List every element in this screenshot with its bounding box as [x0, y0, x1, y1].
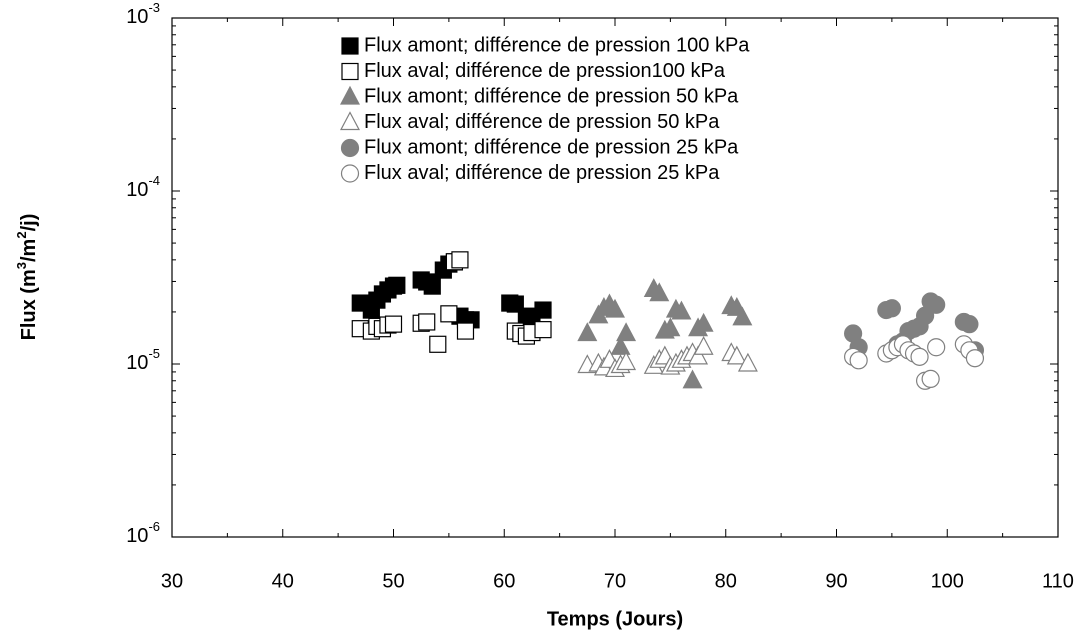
x-tick-label: 30	[161, 570, 183, 592]
marker-circle	[960, 315, 979, 334]
legend-marker	[341, 37, 359, 55]
legend-label: Flux amont; différence de pression 100 k…	[364, 34, 750, 56]
marker-triangle	[693, 335, 714, 355]
y-tick-base: 10	[126, 352, 148, 374]
marker-square	[440, 305, 458, 323]
marker-triangle	[732, 306, 753, 326]
marker-triangle	[660, 317, 681, 337]
x-tick-label: 100	[931, 570, 964, 592]
y-tick-exp: -3	[148, 0, 160, 15]
legend-marker	[341, 62, 359, 81]
marker-triangle	[693, 312, 714, 332]
legend-marker	[340, 85, 360, 105]
marker-triangle	[737, 352, 758, 372]
y-title-part: Flux (m	[18, 269, 40, 340]
y-tick-label: 10-5	[126, 346, 160, 374]
marker-square	[423, 277, 441, 295]
marker-square	[418, 313, 436, 331]
marker-square	[429, 335, 447, 353]
marker-square	[534, 301, 552, 319]
y-tick-label: 10-3	[126, 0, 160, 28]
marker-triangle	[726, 345, 747, 365]
marker-triangle	[671, 300, 692, 320]
marker-triangle	[577, 322, 598, 342]
legend-label: Flux aval; différence de pression 50 kPa	[364, 111, 720, 133]
marker-triangle	[610, 335, 631, 355]
y-title-sup: 2	[14, 231, 29, 238]
marker-triangle	[682, 369, 703, 389]
y-title-part: /m	[18, 239, 40, 262]
y-tick-exp: -4	[148, 173, 160, 188]
legend-marker	[340, 164, 360, 183]
marker-circle	[927, 295, 946, 314]
y-tick-base: 10	[126, 179, 148, 201]
y-tick-exp: -6	[148, 519, 160, 534]
legend-label: Flux amont; différence de pression 50 kP…	[364, 85, 739, 107]
marker-square	[534, 321, 552, 339]
x-tick-label: 80	[715, 570, 737, 592]
marker-circle	[882, 299, 901, 318]
y-tick-base: 10	[126, 525, 148, 547]
marker-triangle	[605, 298, 625, 318]
legend-label: Flux amont; différence de pression 25 kP…	[364, 136, 739, 158]
x-tick-label: 50	[382, 570, 404, 592]
marker-circle	[910, 347, 929, 366]
legend-marker	[340, 111, 360, 131]
x-tick-label: 60	[493, 570, 515, 592]
marker-triangle	[616, 351, 637, 371]
y-title-sup: 3	[14, 262, 29, 269]
legend-label: Flux aval; différence de pression 25 kPa	[364, 162, 720, 184]
x-tick-label: 40	[272, 570, 294, 592]
y-tick-exp: -5	[148, 346, 160, 361]
x-tick-label: 70	[604, 570, 626, 592]
marker-square	[456, 322, 475, 340]
legend-label: Flux aval; différence de pression100 kPa	[364, 60, 726, 82]
x-axis-title: Temps (Jours)	[547, 608, 683, 630]
marker-circle	[921, 369, 940, 389]
legend: Flux amont; différence de pression 100 k…	[340, 34, 750, 184]
legend-marker	[340, 138, 360, 158]
y-tick-label: 10-4	[126, 173, 160, 201]
marker-circle	[927, 338, 946, 357]
y-tick-label: 10-6	[126, 519, 160, 547]
marker-triangle	[616, 322, 637, 342]
y-tick-base: 10	[126, 6, 148, 28]
marker-triangle	[688, 345, 709, 365]
marker-circle	[849, 351, 868, 370]
marker-triangle	[649, 282, 670, 302]
y-axis-title: Flux (m3/m2/j)	[14, 214, 40, 341]
x-tick-label: 110	[1042, 570, 1074, 592]
marker-circle	[965, 349, 985, 368]
marker-square	[384, 315, 403, 333]
y-title-part: /j)	[18, 214, 40, 232]
x-tick-label: 90	[825, 570, 847, 592]
marker-square	[451, 251, 469, 269]
marker-square	[388, 276, 406, 294]
